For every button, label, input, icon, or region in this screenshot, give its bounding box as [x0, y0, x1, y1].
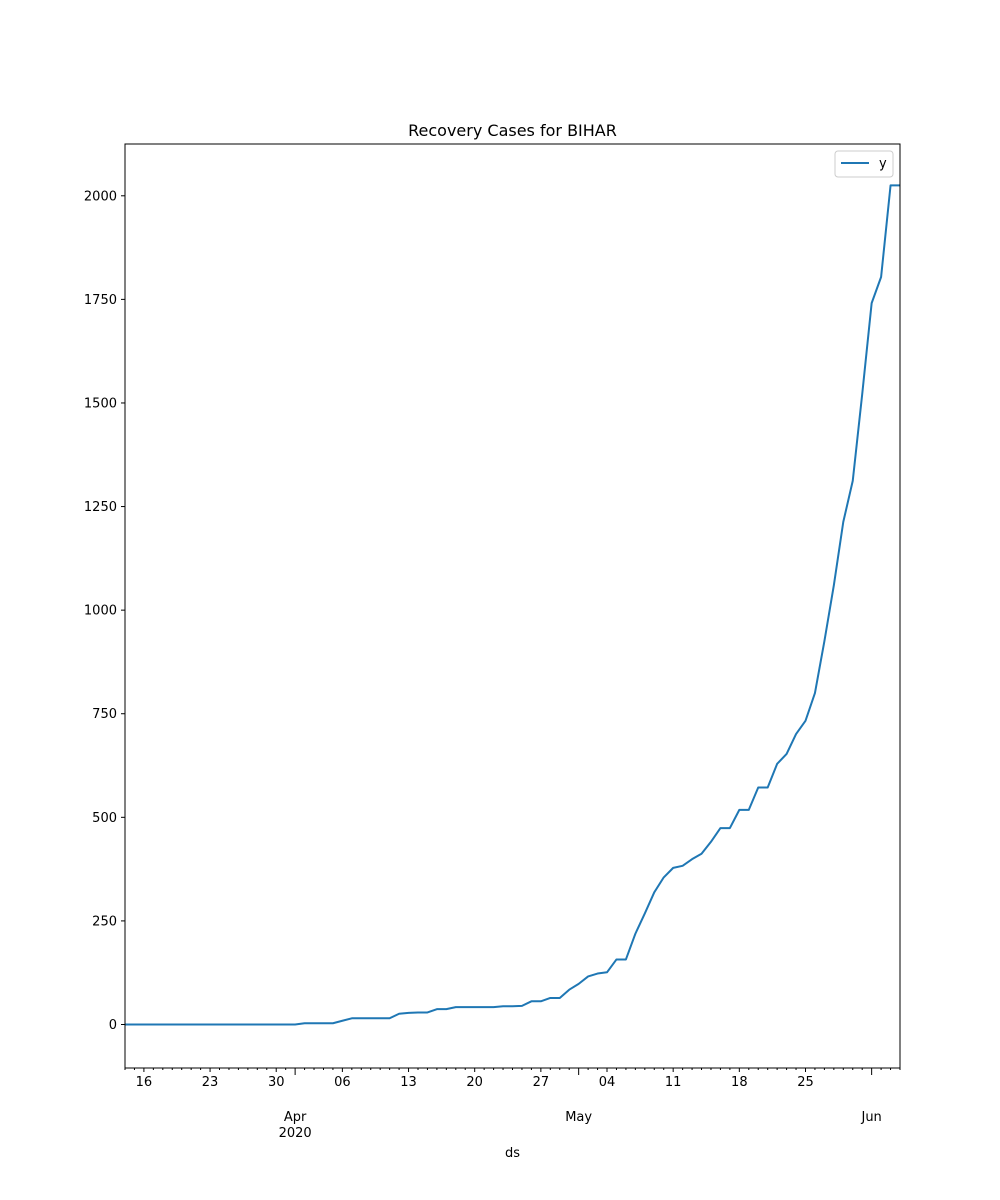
y-tick-label: 750 [92, 707, 117, 722]
x-tick-label: 30 [268, 1075, 285, 1090]
series-layer [125, 184, 900, 1026]
x-tick-label: 16 [136, 1075, 153, 1090]
x-tick-label: 20 [466, 1075, 483, 1090]
legend: y [834, 150, 894, 178]
x-month-label: Jun [860, 1110, 881, 1125]
x-month-label: May [565, 1110, 592, 1125]
x-axis-label: ds [505, 1146, 520, 1161]
y-tick-label: 2000 [84, 189, 117, 204]
y-tick-label: 0 [109, 1018, 117, 1033]
x-tick-label: 27 [533, 1075, 550, 1090]
x-month-label: Apr [284, 1110, 307, 1125]
chart-title: Recovery Cases for BIHAR [408, 121, 617, 140]
x-tick-label: 18 [731, 1075, 748, 1090]
y-tick-label: 1250 [84, 500, 117, 515]
series-line-y [125, 184, 900, 1026]
x-year-label: 2020 [279, 1126, 312, 1141]
plot-area [124, 143, 901, 1069]
plot-frame [124, 143, 901, 1069]
y-tick-label: 500 [92, 811, 117, 826]
x-tick-label: 11 [665, 1075, 682, 1090]
x-tick-label: 23 [202, 1075, 219, 1090]
x-tick-label: 25 [797, 1075, 814, 1090]
x-tick-label: 04 [599, 1075, 616, 1090]
x-tick-label: 13 [400, 1075, 417, 1090]
legend-entry-y: y [879, 157, 887, 172]
y-tick-label: 250 [92, 914, 117, 929]
x-tick-label: 06 [334, 1075, 351, 1090]
y-tick-label: 1000 [84, 604, 117, 619]
y-tick-label: 1500 [84, 396, 117, 411]
y-axis: 0 250 500 750 1000 1250 1500 1750 2000 [84, 189, 125, 1033]
y-tick-label: 1750 [84, 293, 117, 308]
